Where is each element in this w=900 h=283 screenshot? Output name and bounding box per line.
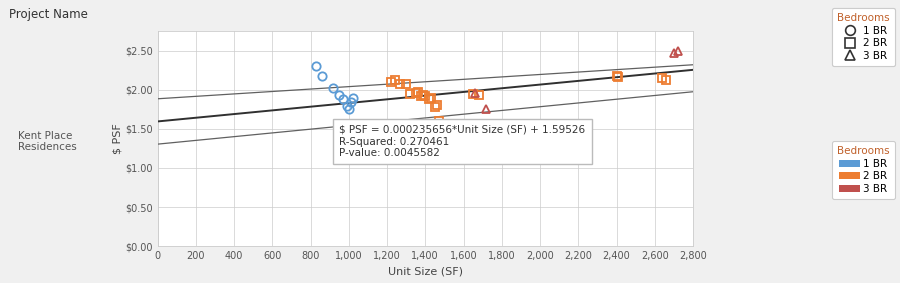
X-axis label: Unit Size (SF): Unit Size (SF)	[388, 267, 463, 276]
Text: $ PSF = 0.000235656*Unit Size (SF) + 1.59526
R-Squared: 0.270461
P-value: 0.0045: $ PSF = 0.000235656*Unit Size (SF) + 1.5…	[339, 125, 585, 158]
Y-axis label: $ PSF: $ PSF	[112, 123, 122, 154]
Text: Project Name: Project Name	[9, 8, 88, 22]
Legend: 1 BR, 2 BR, 3 BR: 1 BR, 2 BR, 3 BR	[832, 141, 895, 199]
Text: Kent Place
Residences: Kent Place Residences	[18, 131, 76, 152]
Legend: 1 BR, 2 BR, 3 BR: 1 BR, 2 BR, 3 BR	[832, 8, 895, 66]
